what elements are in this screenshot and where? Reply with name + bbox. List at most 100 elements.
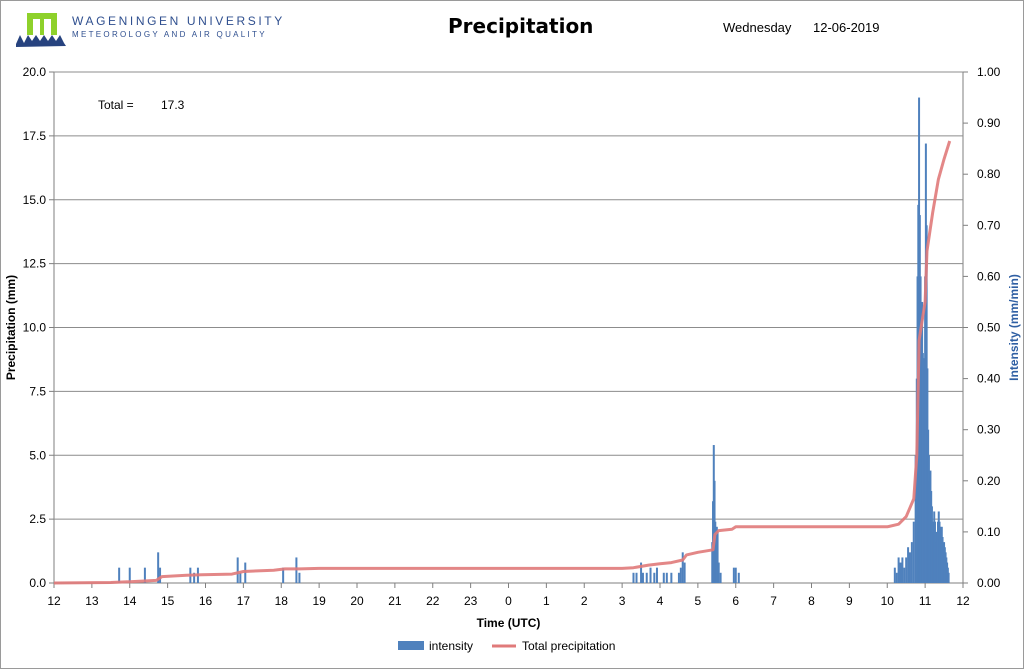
chart-title: Precipitation [448, 14, 594, 38]
y-tick-label: 2.5 [29, 512, 46, 526]
wageningen-university-logo [14, 13, 68, 54]
x-tick-label: 12 [47, 594, 61, 608]
y2-tick-label: 0.50 [977, 321, 1001, 335]
x-tick-label: 11 [919, 594, 932, 608]
y-tick-label: 15.0 [23, 193, 47, 207]
x-tick-label: 9 [846, 594, 853, 608]
total-value: 17.3 [161, 98, 185, 112]
intensity-bar [635, 572, 638, 583]
intensity-bar [719, 572, 722, 583]
y2-tick-label: 0.10 [977, 525, 1001, 539]
x-tick-label: 10 [881, 594, 895, 608]
intensity-bar [897, 557, 900, 583]
intensity-bar [645, 572, 648, 583]
x-tick-label: 16 [199, 594, 213, 608]
x-tick-label: 0 [505, 594, 512, 608]
x-tick-label: 2 [581, 594, 588, 608]
y2-tick-label: 0.70 [977, 218, 1001, 232]
y-axis-title: Precipitation (mm) [4, 275, 18, 380]
intensity-bar [662, 572, 665, 583]
intensity-bar [893, 567, 896, 583]
intensity-bar [649, 567, 652, 583]
x-tick-label: 20 [350, 594, 364, 608]
legend-total-label: Total precipitation [522, 639, 615, 653]
intensity-bar [641, 572, 644, 583]
weekday: Wednesday [723, 20, 792, 35]
intensity-bar [665, 572, 668, 583]
x-tick-label: 1 [543, 594, 550, 608]
intensity-bar [677, 572, 680, 583]
y-tick-label: 5.0 [29, 448, 46, 462]
x-tick-label: 7 [770, 594, 777, 608]
intensity-bar [905, 557, 908, 583]
intensity-bar [655, 567, 658, 583]
intensity-bar [298, 572, 301, 583]
intensity-bar [118, 567, 121, 583]
x-tick-label: 21 [388, 594, 402, 608]
y-tick-label: 20.0 [23, 65, 47, 79]
intensity-bar [734, 567, 737, 583]
intensity-bar [910, 542, 913, 583]
intensity-bar [717, 562, 720, 583]
intensity-bar [947, 572, 950, 583]
intensity-bar [128, 567, 131, 583]
intensity-bar [732, 567, 735, 583]
intensity-bar [157, 552, 160, 583]
x-tick-label: 5 [695, 594, 702, 608]
x-tick-label: 17 [237, 594, 251, 608]
legend-intensity-label: intensity [429, 639, 473, 653]
intensity-bar [143, 567, 146, 583]
y2-axis-title: Intensity (mm/min) [1007, 274, 1021, 381]
intensity-bar [282, 567, 285, 583]
intensity-bar [895, 572, 898, 583]
y-tick-label: 7.5 [29, 384, 46, 398]
university-name: WAGENINGEN UNIVERSITY [72, 14, 285, 28]
x-tick-label: 4 [657, 594, 664, 608]
x-tick-label: 3 [619, 594, 626, 608]
legend-intensity-swatch [398, 641, 424, 650]
intensity-bar [907, 547, 910, 583]
x-tick-label: 23 [464, 594, 478, 608]
x-tick-label: 6 [732, 594, 739, 608]
x-tick-label: 12 [956, 594, 970, 608]
intensity-bar [901, 557, 904, 583]
y-tick-label: 0.0 [29, 576, 46, 590]
x-tick-label: 18 [275, 594, 289, 608]
total-precipitation-line [53, 140, 952, 585]
x-tick-label: 8 [808, 594, 815, 608]
x-tick-label: 13 [85, 594, 99, 608]
intensity-bar [737, 572, 740, 583]
intensity-bar [236, 557, 239, 583]
total-label: Total = [98, 98, 134, 112]
intensity-bar [640, 562, 643, 583]
intensity-bar [716, 531, 719, 583]
y2-tick-label: 1.00 [977, 65, 1001, 79]
x-tick-label: 22 [426, 594, 440, 608]
y2-tick-label: 0.20 [977, 474, 1001, 488]
intensity-bar [679, 567, 682, 583]
y2-tick-label: 0.80 [977, 167, 1001, 181]
intensity-bar [912, 521, 915, 583]
x-axis-title: Time (UTC) [477, 616, 541, 630]
intensity-bar [908, 552, 911, 583]
intensity-bar [239, 572, 242, 583]
intensity-bar [903, 567, 906, 583]
x-tick-label: 15 [161, 594, 175, 608]
x-tick-label: 14 [123, 594, 137, 608]
date: 12-06-2019 [813, 20, 880, 35]
intensity-bar [159, 567, 162, 583]
y-tick-label: 10.0 [23, 321, 47, 335]
department-name: METEOROLOGY AND AIR QUALITY [72, 30, 267, 39]
y2-tick-label: 0.00 [977, 576, 1001, 590]
intensity-bar [681, 552, 684, 583]
intensity-bar [899, 562, 902, 583]
x-tick-label: 19 [312, 594, 326, 608]
intensity-bar [914, 455, 917, 583]
y2-tick-label: 0.40 [977, 372, 1001, 386]
y2-tick-label: 0.60 [977, 269, 1001, 283]
intensity-bar [683, 562, 686, 583]
y2-tick-label: 0.30 [977, 423, 1001, 437]
intensity-bar [632, 572, 635, 583]
